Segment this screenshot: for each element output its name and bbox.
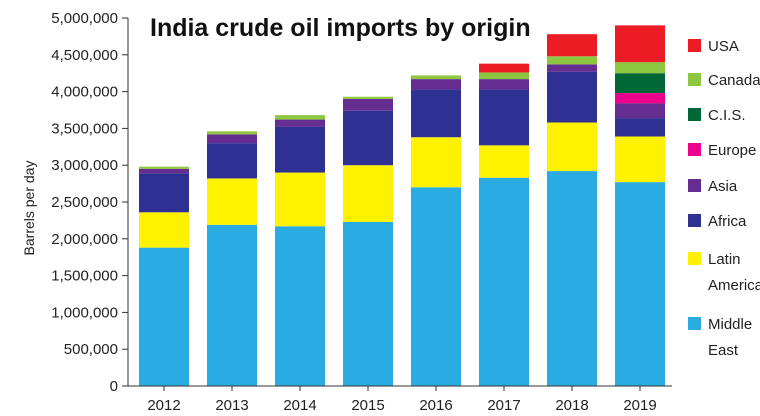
x-tick-label: 2018 — [555, 397, 588, 414]
bar-segment-latin-america-2016 — [411, 137, 461, 188]
legend-label-latin-america: Latin — [708, 251, 741, 268]
y-tick-label: 1,500,000 — [51, 268, 118, 285]
legend-swatch-usa — [688, 39, 701, 52]
bar-segment-asia-2016 — [411, 79, 461, 90]
y-tick-label: 5,000,000 — [51, 10, 118, 27]
x-tick-label: 2017 — [487, 397, 520, 414]
bar-segment-africa-2017 — [479, 89, 529, 146]
y-tick-label: 1,000,000 — [51, 304, 118, 321]
legend-swatch-africa — [688, 214, 701, 227]
bar-segment-middle-east-2013 — [207, 224, 257, 386]
bar-segment-canada-2019 — [615, 62, 665, 74]
bar-segment-latin-america-2019 — [615, 136, 665, 183]
bar-segment-africa-2013 — [207, 143, 257, 179]
legend-label-usa: USA — [708, 38, 739, 55]
y-tick-label: 3,500,000 — [51, 120, 118, 137]
bar-segment-canada-2012 — [139, 166, 189, 169]
bar-segment-canada-2016 — [411, 75, 461, 80]
x-tick-label: 2012 — [147, 397, 180, 414]
bar-segment-canada-2014 — [275, 115, 325, 120]
bar-segment-usa-2017 — [479, 63, 529, 73]
legend-label-canada: Canada — [708, 72, 760, 89]
y-tick-label: 3,000,000 — [51, 157, 118, 174]
bar-segment-africa-2019 — [615, 118, 665, 137]
x-tick-label: 2016 — [419, 397, 452, 414]
y-tick-label: 0 — [110, 378, 118, 395]
x-tick-label: 2015 — [351, 397, 384, 414]
y-tick-label: 500,000 — [64, 341, 118, 358]
y-tick-label: 2,000,000 — [51, 231, 118, 248]
legend-label-latin-america: America — [708, 277, 760, 294]
bar-segment-usa-2019 — [615, 25, 665, 63]
bar-segment-canada-2018 — [547, 56, 597, 65]
legend: USA Canada C.I.S. Europe Asia Africa Latin Amer… — [688, 38, 760, 359]
bar-segment-africa-2015 — [343, 110, 393, 166]
bar-segment-africa-2012 — [139, 173, 189, 213]
bar-segment-middle-east-2018 — [547, 171, 597, 386]
x-tick-label: 2019 — [623, 397, 656, 414]
legend-label-middle-east: Middle — [708, 316, 752, 333]
bar-segment-asia-2014 — [275, 119, 325, 127]
y-tick-label: 4,500,000 — [51, 47, 118, 64]
x-tick-label: 2013 — [215, 397, 248, 414]
y-ticks: 0 500,000 1,000,000 1,500,000 2,000,000 2,500… — [51, 10, 128, 395]
legend-label-europe: Europe — [708, 142, 756, 159]
legend-label-middle-east: East — [708, 342, 739, 359]
legend-swatch-latin-america — [688, 252, 701, 265]
bar-segment-latin-america-2017 — [479, 145, 529, 178]
legend-swatch-asia — [688, 179, 701, 192]
bar-segment-latin-america-2015 — [343, 165, 393, 222]
legend-label-africa: Africa — [708, 213, 747, 230]
bar-segment-middle-east-2016 — [411, 187, 461, 386]
bar-segment-middle-east-2019 — [615, 182, 665, 386]
bar-segment-asia-2019 — [615, 103, 665, 119]
bar-segment-middle-east-2015 — [343, 221, 393, 386]
bar-segment-asia-2012 — [139, 168, 189, 174]
y-tick-label: 4,000,000 — [51, 84, 118, 101]
bar-segment-usa-2018 — [547, 34, 597, 57]
bar-segment-canada-2013 — [207, 131, 257, 135]
bar-segment-latin-america-2014 — [275, 172, 325, 227]
bar-segment-middle-east-2012 — [139, 247, 189, 386]
legend-swatch-c-i-s — [688, 108, 701, 121]
bar-segment-asia-2018 — [547, 64, 597, 72]
y-tick-label: 2,500,000 — [51, 194, 118, 211]
bar-segment-africa-2016 — [411, 89, 461, 138]
bar-segment-middle-east-2017 — [479, 177, 529, 386]
bars-layer — [139, 25, 665, 386]
legend-swatch-europe — [688, 143, 701, 156]
bar-segment-asia-2013 — [207, 134, 257, 144]
legend-swatch-canada — [688, 73, 701, 86]
x-tick-label: 2014 — [283, 397, 316, 414]
bar-segment-middle-east-2014 — [275, 226, 325, 386]
legend-swatch-middle-east — [688, 317, 701, 330]
legend-label-c-i-s: C.I.S. — [708, 107, 746, 124]
bar-segment-canada-2015 — [343, 96, 393, 99]
bar-segment-asia-2017 — [479, 79, 529, 90]
y-axis-label: Barrels per day — [21, 161, 37, 256]
bar-segment-c-i-s-2019 — [615, 73, 665, 94]
bar-segment-latin-america-2012 — [139, 212, 189, 248]
x-ticks: 2012 2013 2014 2015 2016 2017 2018 2019 — [147, 386, 657, 414]
bar-segment-latin-america-2013 — [207, 178, 257, 225]
bar-segment-africa-2014 — [275, 126, 325, 173]
bar-segment-canada-2017 — [479, 72, 529, 80]
chart-title: India crude oil imports by origin — [150, 14, 531, 42]
bar-segment-europe-2019 — [615, 93, 665, 104]
bar-segment-asia-2015 — [343, 98, 393, 111]
bar-segment-africa-2018 — [547, 71, 597, 123]
bar-segment-latin-america-2018 — [547, 122, 597, 172]
legend-label-asia: Asia — [708, 178, 738, 195]
